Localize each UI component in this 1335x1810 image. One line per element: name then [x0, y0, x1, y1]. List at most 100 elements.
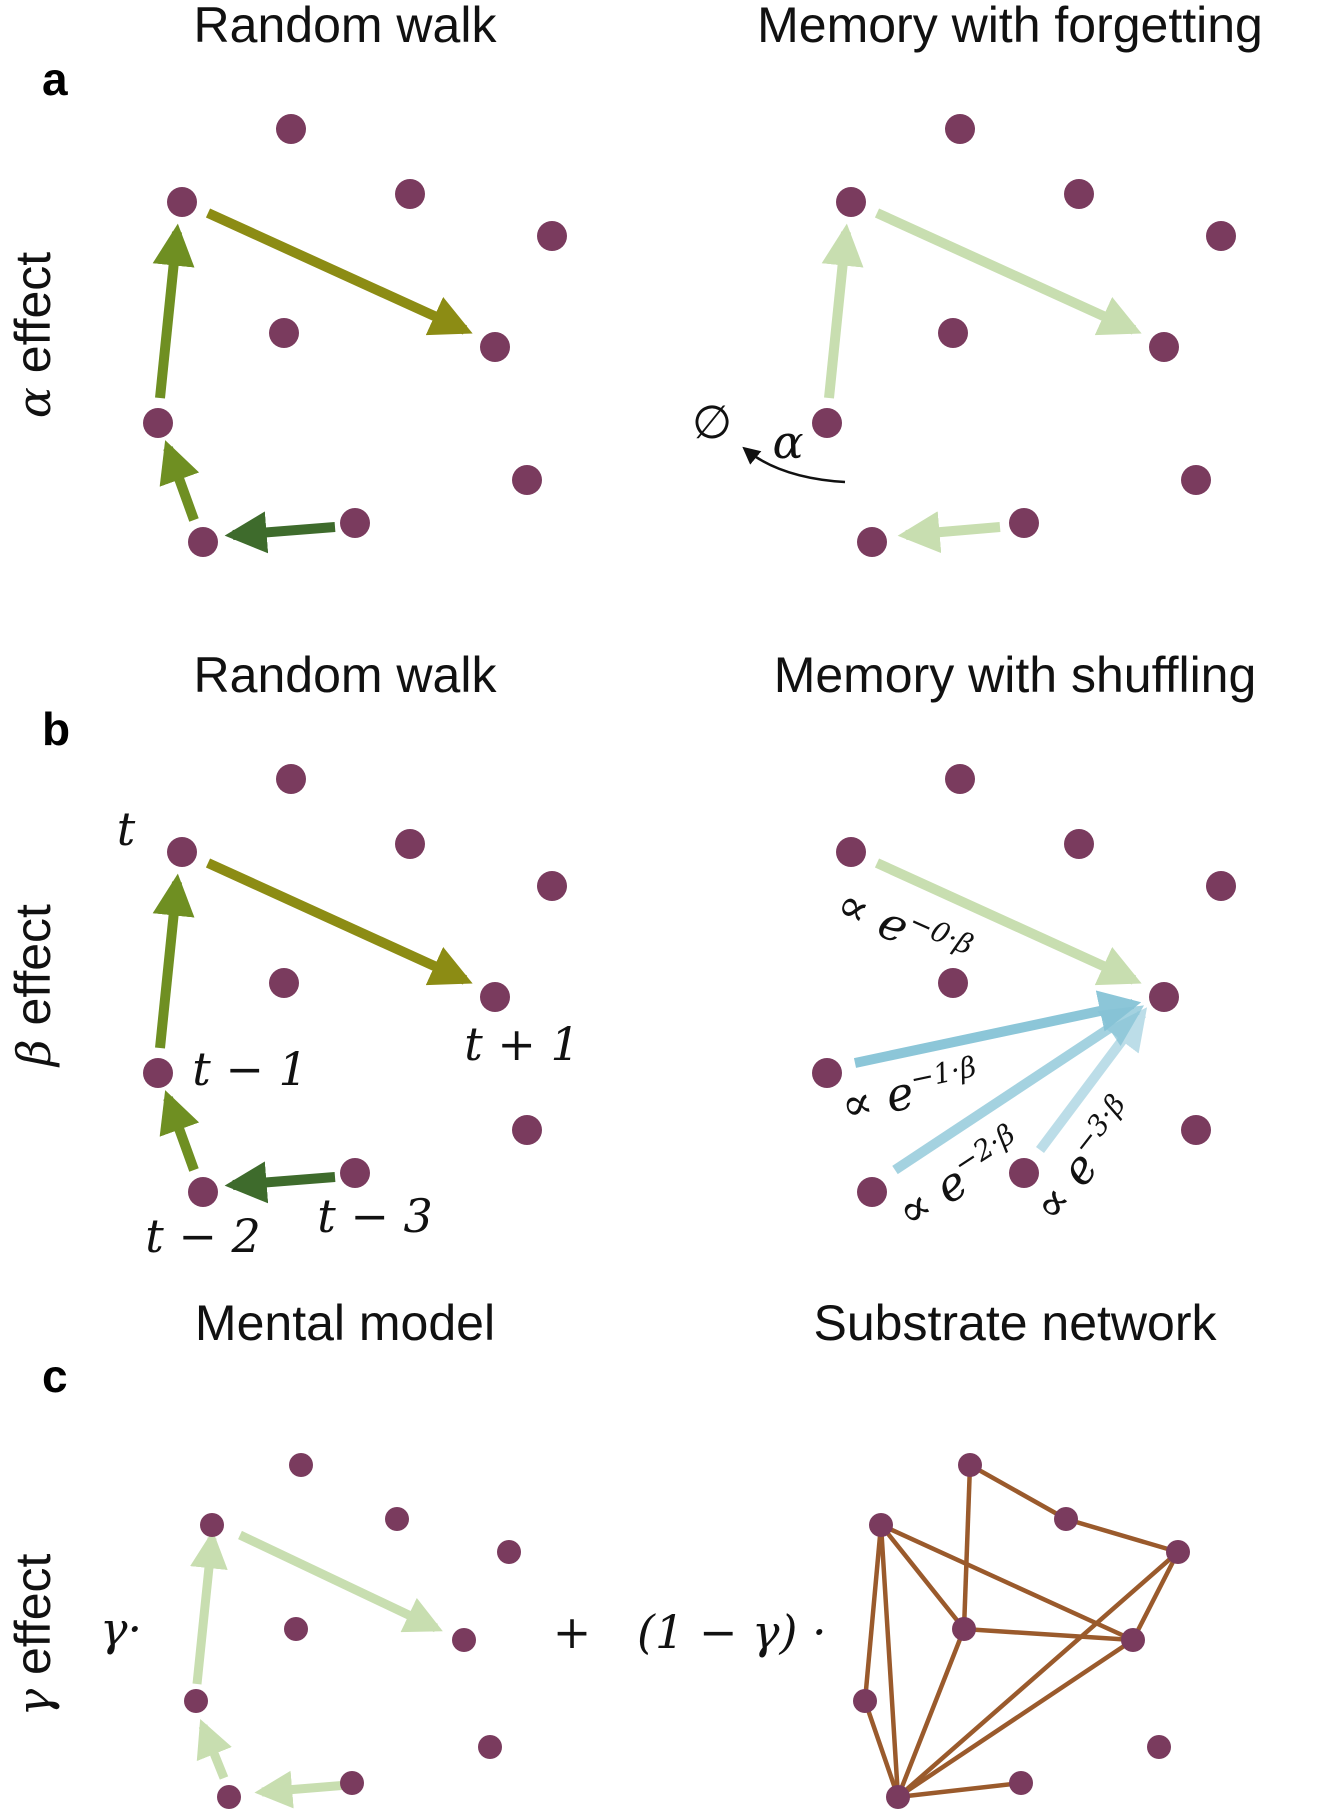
mental-arrow-1: [254, 1770, 349, 1809]
node: [1121, 1628, 1145, 1652]
panel-c: Mental model Substrate network c γ effec…: [5, 1295, 1217, 1809]
node: [276, 114, 306, 144]
row-label-word: effect: [5, 904, 61, 1039]
edge: [878, 1524, 901, 1798]
shuffle-weight-label-0: ∝ e−0·β: [829, 875, 979, 982]
mental-model-coefficient: γ·: [100, 1602, 142, 1656]
node: [1009, 508, 1039, 538]
node: [143, 408, 173, 438]
panel-a-left-title: Random walk: [194, 0, 498, 53]
edge: [896, 1638, 1135, 1799]
edge: [862, 1700, 901, 1798]
node: [952, 1617, 976, 1641]
node: [200, 1513, 224, 1537]
node: [188, 527, 218, 557]
panel-c-left-title: Mental model: [195, 1295, 495, 1351]
node: [836, 837, 866, 867]
edge: [862, 1524, 884, 1702]
node: [857, 1177, 887, 1207]
memory-arrow-2: [821, 223, 864, 399]
node: [497, 1540, 521, 1564]
node: [812, 408, 842, 438]
node: [1149, 982, 1179, 1012]
shuffle-arrow-weight-1: [853, 990, 1142, 1068]
node: [836, 187, 866, 217]
gamma-symbol: γ: [7, 1688, 61, 1716]
panel-b-label: b: [42, 703, 70, 755]
shuffle-arrow-weight-2: [892, 1005, 1145, 1175]
time-label-t-plus-1: t + 1: [464, 1017, 580, 1071]
edge: [896, 1550, 1180, 1799]
node: [945, 114, 975, 144]
node: [1149, 332, 1179, 362]
substrate-coefficient: (1 − γ) ·: [637, 1605, 827, 1659]
panel-a: Random walk Memory with forgetting a α e…: [5, 0, 1263, 557]
node: [269, 318, 299, 348]
time-label-t-minus-1: t − 1: [192, 1042, 308, 1096]
node: [452, 1628, 476, 1652]
time-label-t-minus-2: t − 2: [145, 1209, 261, 1263]
walk-arrow-step-1: [224, 1161, 336, 1204]
panel-c-left-nodes: [184, 1453, 521, 1809]
panel-b-left-title: Random walk: [194, 647, 498, 703]
node: [269, 968, 299, 998]
node: [886, 1785, 910, 1809]
edge: [968, 1463, 1068, 1521]
node: [537, 221, 567, 251]
node: [1147, 1735, 1171, 1759]
panel-b-right-nodes: [812, 764, 1236, 1207]
mental-arrow-2: [196, 1718, 232, 1780]
node: [217, 1785, 241, 1809]
node: [1206, 871, 1236, 901]
shuffle-weight-label-3: ∝ e−3·β: [1021, 1088, 1132, 1232]
panel-a-right-title: Memory with forgetting: [757, 0, 1263, 53]
substrate-edges: [862, 1463, 1181, 1800]
walk-arrow-step-3: [152, 873, 195, 1049]
node: [276, 764, 306, 794]
mental-arrow-3: [190, 1530, 228, 1685]
edge: [961, 1464, 973, 1630]
node: [1064, 179, 1094, 209]
panel-c-right-nodes: [853, 1453, 1190, 1809]
edge: [897, 1780, 1022, 1800]
shuffle-arrow-weight-3: [1036, 1007, 1148, 1153]
node: [478, 1735, 502, 1759]
node: [340, 1771, 364, 1795]
node: [188, 1177, 218, 1207]
time-label-t-minus-3: t − 3: [317, 1189, 433, 1243]
node: [284, 1617, 308, 1641]
svg-text:∝ e−0·β: ∝ e−0·β: [829, 875, 979, 982]
edge: [1065, 1516, 1179, 1555]
edge: [963, 1626, 1134, 1643]
walk-arrow-step-1: [224, 511, 336, 554]
node: [480, 982, 510, 1012]
alpha-symbol: α: [7, 387, 61, 418]
empty-set-symbol: ∅: [692, 395, 732, 449]
forget-rate-label: α: [772, 415, 803, 469]
node: [512, 465, 542, 495]
panel-a-right-nodes: [812, 114, 1236, 557]
node: [958, 1453, 982, 1477]
memory-arrow-1: [897, 511, 1001, 554]
row-label-word: effect: [5, 1554, 61, 1689]
memory-arrow-3: [874, 208, 1142, 336]
panel-b-right-title: Memory with shuffling: [774, 647, 1257, 703]
panel-b: Random walk Memory with shuffling b β ef…: [5, 647, 1256, 1263]
time-label-t: t: [117, 802, 136, 856]
node: [1166, 1540, 1190, 1564]
plus-sign: +: [553, 1605, 592, 1659]
node: [869, 1513, 893, 1537]
node: [1064, 829, 1094, 859]
mental-arrow-4: [238, 1530, 443, 1633]
node: [167, 837, 197, 867]
panel-c-label: c: [42, 1350, 68, 1402]
walk-arrow-step-4: [205, 858, 473, 986]
panel-a-left-nodes: [143, 114, 567, 557]
node: [1206, 221, 1236, 251]
node: [853, 1689, 877, 1713]
node: [1009, 1771, 1033, 1795]
node: [385, 1507, 409, 1531]
node: [395, 829, 425, 859]
node: [1054, 1507, 1078, 1531]
